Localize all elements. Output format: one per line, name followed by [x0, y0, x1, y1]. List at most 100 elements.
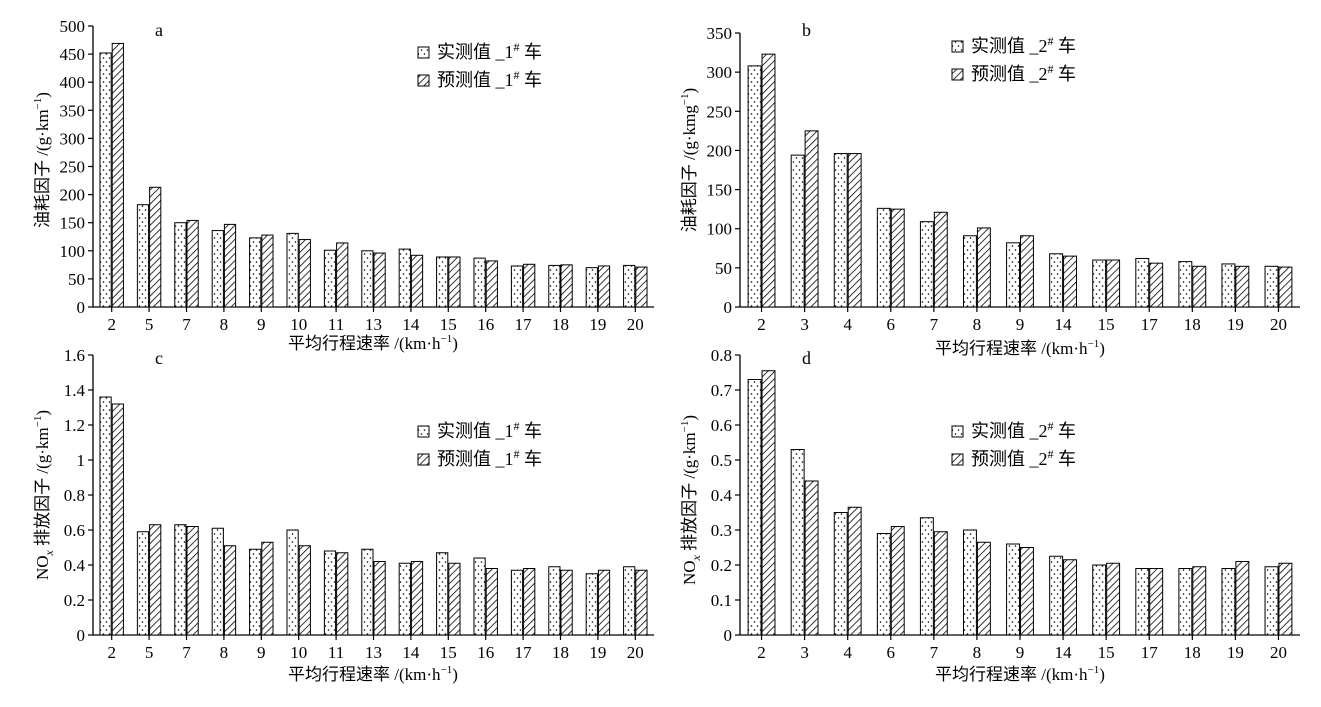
- x-tick-label: 6: [887, 315, 896, 334]
- x-tick-label: 7: [930, 643, 939, 662]
- bar-measured: [136, 531, 150, 636]
- bar-predicted: [933, 211, 948, 308]
- x-tick-label: 5: [145, 315, 154, 334]
- bar-measured: [585, 267, 598, 308]
- x-tick-label: 10: [290, 315, 307, 334]
- y-tick-label: 1.6: [64, 346, 85, 365]
- bar-measured: [876, 533, 891, 636]
- bar-measured: [963, 235, 977, 308]
- x-tick-label: 17: [1141, 315, 1159, 334]
- bar-predicted: [186, 219, 199, 308]
- bar-predicted: [298, 545, 311, 636]
- bar-measured: [548, 566, 561, 636]
- x-tick-label: 11: [328, 315, 344, 334]
- x-tick-label: 7: [930, 315, 939, 334]
- bar-predicted: [1106, 562, 1121, 636]
- bar-predicted: [448, 562, 461, 636]
- bar-measured: [361, 250, 374, 308]
- panel-d-letter: d: [802, 348, 811, 368]
- bar-measured: [436, 552, 449, 636]
- bar-measured: [361, 548, 374, 636]
- x-tick-label: 15: [440, 315, 457, 334]
- bar-predicted: [976, 227, 991, 308]
- legend-predicted-label: 预测值 _2# 车: [971, 62, 1076, 84]
- bar-predicted: [149, 524, 162, 636]
- bar-predicted: [1278, 562, 1293, 636]
- bar-predicted: [223, 223, 237, 308]
- x-tick-label: 8: [220, 315, 229, 334]
- bar-measured: [211, 527, 224, 636]
- legend-predicted-label: 预测值 _2# 车: [971, 447, 1076, 469]
- panel-d-legend: 实测值 _2# 车 预测值 _2# 车: [951, 419, 1076, 469]
- y-tick-label: 500: [60, 17, 86, 36]
- x-tick-label: 19: [1227, 643, 1244, 662]
- bar-measured: [286, 529, 299, 636]
- bar-measured: [211, 230, 224, 308]
- bar-predicted: [597, 265, 611, 308]
- x-tick-label: 11: [328, 643, 344, 662]
- bar-measured: [398, 562, 411, 636]
- legend-predicted-swatch: [417, 74, 430, 87]
- x-tick-label: 6: [887, 643, 896, 662]
- bar-measured: [249, 548, 262, 636]
- y-tick-label: 300: [60, 129, 86, 148]
- legend-measured-swatch: [951, 40, 964, 53]
- x-tick-label: 19: [589, 315, 606, 334]
- legend-measured-swatch: [417, 425, 430, 438]
- bar-predicted: [410, 561, 424, 636]
- bar-predicted: [373, 561, 386, 636]
- y-tick-label: 350: [707, 24, 733, 43]
- panel-b-legend: 实测值 _2# 车 预测值 _2# 车: [951, 34, 1076, 84]
- bar-predicted: [1063, 559, 1077, 636]
- y-tick-label: 100: [60, 242, 86, 261]
- x-tick-label: 16: [477, 643, 494, 662]
- x-tick-label: 20: [1270, 315, 1287, 334]
- bar-measured: [136, 204, 150, 308]
- bar-measured: [323, 550, 337, 636]
- y-tick-label: 0.4: [711, 486, 733, 505]
- bar-predicted: [223, 545, 237, 636]
- x-tick-label: 17: [515, 643, 533, 662]
- bar-measured: [1006, 242, 1020, 308]
- bar-predicted: [804, 480, 819, 636]
- bar-measured: [1135, 257, 1150, 308]
- x-tick-label: 3: [800, 643, 809, 662]
- bar-measured: [286, 232, 299, 308]
- x-tick-label: 2: [757, 643, 766, 662]
- bar-measured: [1221, 263, 1236, 308]
- x-tick-label: 2: [107, 643, 116, 662]
- bar-measured: [436, 256, 449, 308]
- bar-predicted: [111, 42, 124, 308]
- bar-predicted: [186, 526, 199, 636]
- bar-measured: [790, 154, 805, 308]
- bar-measured: [1135, 568, 1150, 636]
- y-tick-label: 300: [707, 63, 733, 82]
- y-tick-label: 0: [77, 626, 86, 645]
- legend-predicted-label: 预测值 _1# 车: [437, 68, 542, 90]
- x-tick-label: 20: [627, 315, 644, 334]
- panel-c-xlabel: 平均行程速率 /(km·h−1): [288, 664, 458, 684]
- x-tick-label: 8: [973, 315, 982, 334]
- panel-b-letter: b: [802, 20, 811, 40]
- x-tick-label: 14: [1055, 643, 1073, 662]
- panel-a-ylabel: 油耗因子 /(g·km−1): [32, 92, 52, 228]
- x-tick-label: 8: [973, 643, 982, 662]
- bar-predicted: [1020, 235, 1034, 308]
- bar-predicted: [336, 242, 349, 308]
- y-tick-label: 0.6: [64, 521, 85, 540]
- bar-predicted: [149, 186, 162, 308]
- panel-c-legend: 实测值 _1# 车 预测值 _1# 车: [417, 419, 542, 469]
- x-tick-label: 7: [182, 315, 191, 334]
- bar-predicted: [933, 531, 948, 636]
- bar-measured: [249, 237, 262, 308]
- x-tick-label: 13: [365, 643, 382, 662]
- x-tick-label: 7: [182, 643, 191, 662]
- x-tick-label: 14: [402, 315, 420, 334]
- y-tick-label: 1: [77, 451, 86, 470]
- x-tick-label: 20: [627, 643, 644, 662]
- x-tick-label: 9: [257, 315, 266, 334]
- x-tick-label: 8: [220, 643, 229, 662]
- y-tick-label: 0.8: [64, 486, 85, 505]
- bar-predicted: [336, 552, 349, 636]
